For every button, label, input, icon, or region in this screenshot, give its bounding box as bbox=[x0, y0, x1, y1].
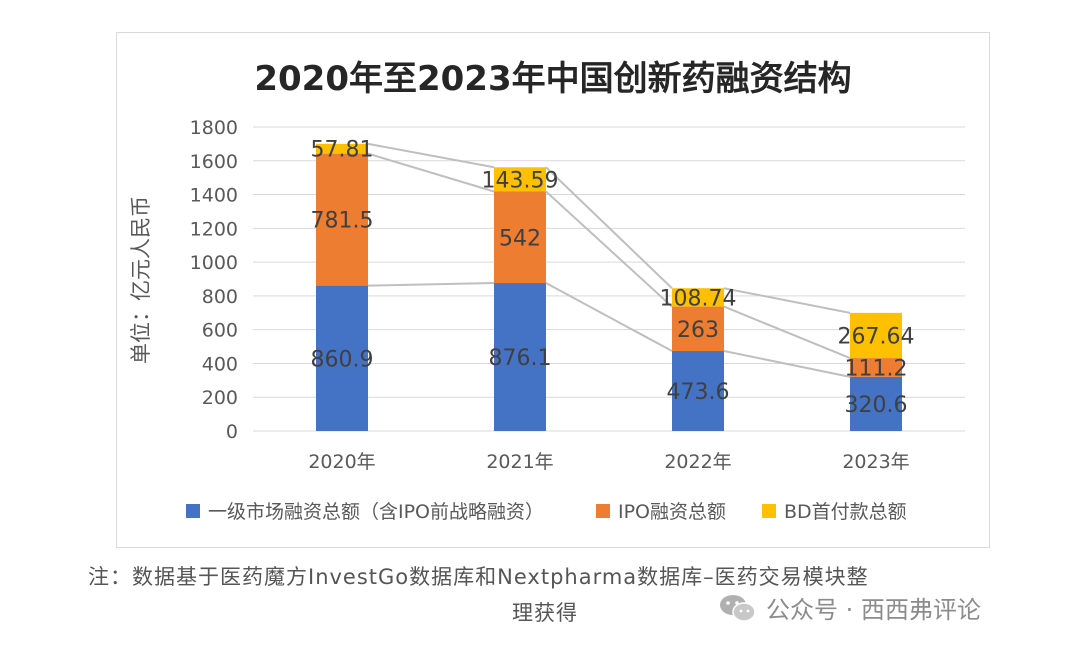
data-label: 320.6 bbox=[845, 393, 908, 418]
series-line bbox=[545, 190, 673, 308]
data-label: 57.81 bbox=[311, 138, 374, 163]
x-tick-label: 2022年 bbox=[664, 451, 731, 473]
wechat-icon bbox=[720, 594, 756, 622]
note-line-1: 注：数据基于医药魔方InvestGo数据库和Nextpharma数据库–医药交易… bbox=[88, 565, 869, 589]
y-tick-label: 1200 bbox=[190, 218, 238, 240]
x-tick-label: 2021年 bbox=[486, 451, 553, 473]
data-label: 263 bbox=[677, 318, 719, 343]
bar-segment bbox=[494, 191, 546, 284]
y-tick-label: 1400 bbox=[190, 185, 238, 207]
y-tick-label: 800 bbox=[202, 286, 238, 308]
legend-label: IPO融资总额 bbox=[618, 501, 726, 523]
data-label: 267.64 bbox=[838, 324, 915, 349]
bar-segment bbox=[672, 306, 724, 352]
y-tick-label: 1000 bbox=[190, 252, 238, 274]
chart-frame: 2020年至2023年中国创新药融资结构 bbox=[116, 32, 990, 548]
bar-segment bbox=[672, 288, 724, 307]
bar-segment bbox=[494, 167, 546, 192]
y-tick-label: 400 bbox=[202, 353, 238, 375]
data-label: 860.9 bbox=[311, 347, 374, 372]
data-label: 473.6 bbox=[667, 380, 730, 405]
chart-title: 2020年至2023年中国创新药融资结构 bbox=[254, 59, 852, 99]
x-tick-label: 2023年 bbox=[842, 451, 909, 473]
series-line bbox=[367, 142, 495, 169]
series-line bbox=[545, 166, 673, 289]
series-line bbox=[545, 282, 673, 352]
legend-swatch bbox=[762, 504, 776, 518]
series-line bbox=[367, 152, 495, 193]
bar-segment bbox=[850, 312, 902, 359]
series-line bbox=[723, 350, 851, 378]
series-line bbox=[723, 305, 851, 359]
legend-swatch bbox=[186, 504, 200, 518]
watermark-text: 公众号 · 西西弗评论 bbox=[766, 596, 981, 624]
legend-swatch bbox=[596, 504, 610, 518]
data-label: 108.74 bbox=[660, 286, 737, 311]
data-label: 781.5 bbox=[311, 209, 374, 234]
y-tick-label: 1800 bbox=[190, 117, 238, 139]
bar-segment bbox=[316, 153, 368, 286]
legend-label: 一级市场融资总额（含IPO前战略融资） bbox=[208, 501, 544, 523]
bar-segment bbox=[850, 358, 902, 377]
data-label: 542 bbox=[499, 226, 541, 251]
legend-label: BD首付款总额 bbox=[784, 501, 907, 523]
y-tick-label: 200 bbox=[202, 387, 238, 409]
data-label: 876.1 bbox=[489, 346, 552, 371]
data-label: 143.59 bbox=[482, 168, 559, 193]
data-label: 111.2 bbox=[845, 356, 908, 381]
series-line bbox=[367, 282, 495, 287]
bar-segment bbox=[316, 143, 368, 154]
y-tick-label: 0 bbox=[226, 421, 238, 443]
watermark: 公众号 · 西西弗评论 bbox=[718, 590, 981, 625]
y-tick-label: 600 bbox=[202, 320, 238, 342]
series-line bbox=[723, 287, 851, 314]
note-line-2: 理获得 bbox=[512, 601, 578, 625]
bar-segment bbox=[316, 285, 368, 431]
bar-segment bbox=[494, 283, 546, 431]
x-tick-label: 2020年 bbox=[308, 451, 375, 473]
bar-segment bbox=[850, 376, 902, 431]
bar-segment bbox=[672, 351, 724, 431]
y-tick-label: 1600 bbox=[190, 151, 238, 173]
